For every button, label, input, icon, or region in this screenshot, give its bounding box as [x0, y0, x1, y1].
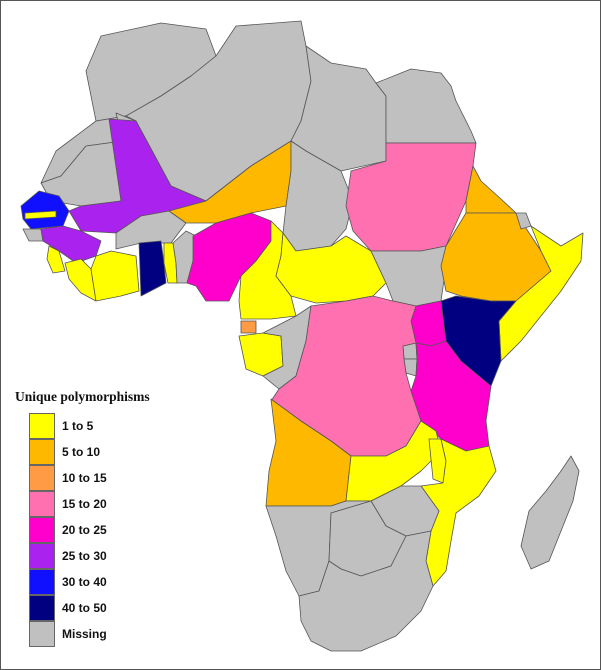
legend-swatch [29, 569, 55, 595]
legend-swatch [29, 439, 55, 465]
legend-item: 25 to 30 [15, 543, 175, 569]
legend-swatch [29, 517, 55, 543]
region-mozambique [420, 438, 497, 587]
map-legend: Unique polymorphisms 1 to 5 5 to 10 10 to … [15, 389, 175, 647]
legend-swatch [29, 595, 55, 621]
legend-label: 40 to 50 [62, 601, 107, 615]
region-eritrea [465, 165, 517, 214]
region-uganda [410, 300, 447, 347]
legend-item: 10 to 15 [15, 465, 175, 491]
legend-label: 15 to 20 [62, 497, 107, 511]
region-burkina-faso [115, 210, 187, 250]
region-sierra-leone [46, 245, 66, 274]
legend-label: 10 to 15 [62, 471, 107, 485]
legend-item: 1 to 5 [15, 413, 175, 439]
legend-title: Unique polymorphisms [15, 389, 150, 404]
legend-label: 25 to 30 [62, 549, 107, 563]
legend-swatch [29, 413, 55, 439]
legend-item: 15 to 20 [15, 491, 175, 517]
legend-swatch [29, 543, 55, 569]
region-somalia [498, 225, 584, 362]
region-cote-divoire [90, 250, 140, 302]
region-equatorial-guinea [240, 320, 257, 334]
region-south-africa [298, 530, 434, 652]
legend-label: 1 to 5 [62, 419, 94, 433]
legend-item: 30 to 40 [15, 569, 175, 595]
region-senegal [20, 190, 70, 230]
legend-swatch [29, 621, 55, 647]
region-madagascar [520, 455, 580, 570]
legend-swatch [29, 465, 55, 491]
region-mali [68, 118, 207, 234]
legend-item: 40 to 50 [15, 595, 175, 621]
region-libya [290, 45, 387, 172]
region-liberia [64, 258, 97, 302]
legend-label: 30 to 40 [62, 575, 107, 589]
region-ghana [138, 240, 167, 297]
legend-label: 20 to 25 [62, 523, 107, 537]
legend-swatch [29, 491, 55, 517]
region-guinea-bissau [22, 228, 44, 242]
legend-label: Missing [62, 627, 107, 641]
legend-item: Missing [15, 621, 175, 647]
region-egypt [375, 68, 477, 144]
region-gambia [24, 210, 57, 220]
legend-item: 5 to 10 [15, 439, 175, 465]
legend-label: 5 to 10 [62, 445, 101, 459]
legend-item: 20 to 25 [15, 517, 175, 543]
region-dr-congo [270, 295, 422, 457]
